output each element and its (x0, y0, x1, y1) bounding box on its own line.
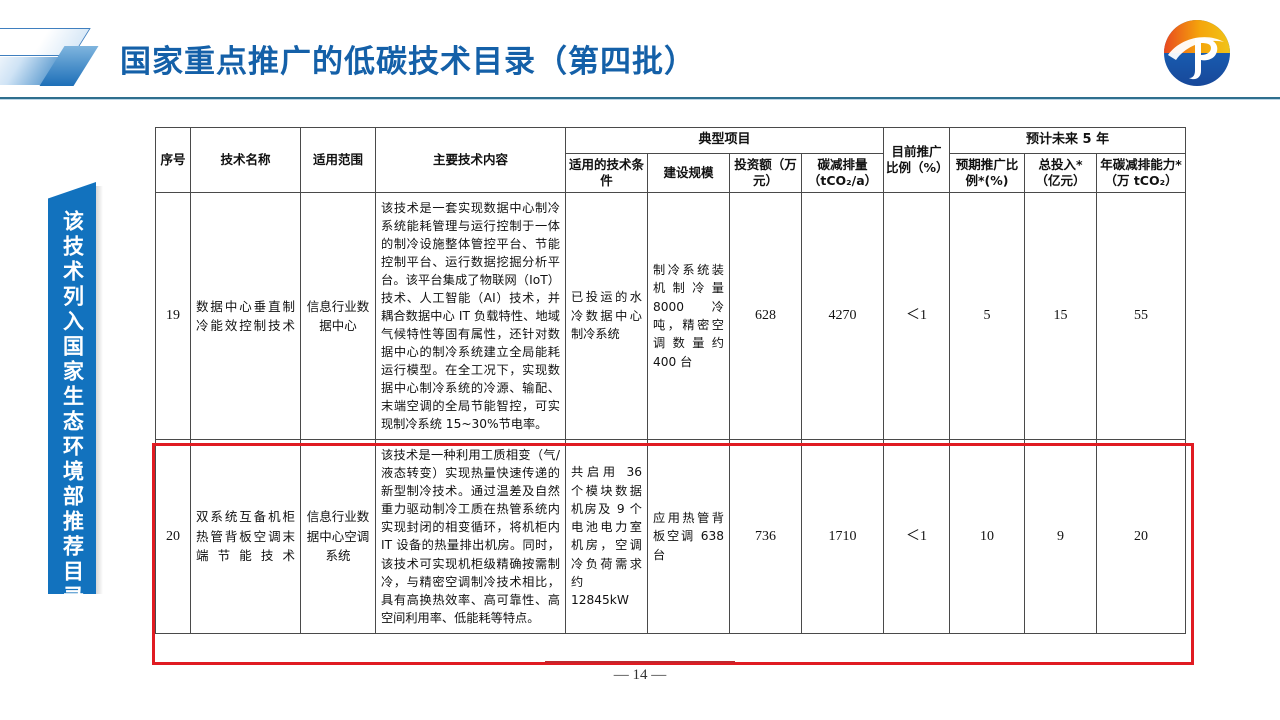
th-carbon-reduction: 碳减排量（tCO₂/a） (800, 152, 885, 193)
th-index: 序号 (155, 127, 191, 193)
page-number: — 14 — (613, 667, 667, 683)
cell-investment: 628 (729, 191, 802, 441)
cell-scope: 信息行业数据中心 (300, 191, 376, 441)
catalog-table: 序号 技术名称 适用范围 主要技术内容 典型项目 目前推广比例（%） 预计未来 … (155, 127, 1187, 634)
page-title: 国家重点推广的低碳技术目录（第四批） (120, 44, 696, 80)
table-header-row-1: 序号 技术名称 适用范围 主要技术内容 典型项目 目前推广比例（%） 预计未来 … (155, 127, 1187, 193)
header-divider-secondary (0, 99, 1280, 100)
cell-total-input: 9 (1024, 439, 1098, 634)
cell-current-ratio: ＜1 (883, 439, 951, 634)
cell-carbon-reduction: 4270 (800, 191, 885, 441)
side-banner-label: 该技术列入国家生态环境部推荐目录 (60, 210, 85, 610)
cell-applicable-condition: 共启用 36 个模块数据机房及 9 个电池电力室机房，空调冷负荷需求约 1284… (565, 439, 648, 634)
th-scope: 适用范围 (300, 127, 376, 193)
cell-current-ratio: ＜1 (883, 191, 951, 441)
th-build-scale: 建设规模 (647, 152, 730, 193)
th-applicable-condition: 适用的技术条件 (565, 152, 648, 193)
company-logo (1160, 16, 1234, 90)
th-group-typical-project: 典型项目 (564, 127, 885, 154)
cell-tech-name: 双系统互备机柜热管背板空调末端节能技术 (190, 439, 301, 634)
th-main-content: 主要技术内容 (375, 127, 566, 193)
th-annual-reduction: 年碳减排能力*（万 tCO₂） (1096, 152, 1187, 193)
table-row: 19 数据中心垂直制冷能效控制技术 信息行业数据中心 该技术是一套实现数据中心制… (155, 191, 1187, 441)
cell-build-scale: 应用热管背板空调 638 台 (647, 439, 730, 634)
cell-build-scale: 制冷系统装机制冷量 8000 冷吨，精密空调数量约 400 台 (647, 191, 730, 441)
cell-main-content: 该技术是一套实现数据中心制冷系统能耗管理与运行控制于一体的制冷设施整体管控平台、… (375, 191, 566, 441)
cell-expected-ratio: 10 (949, 439, 1026, 634)
header-divider (0, 97, 1280, 99)
cell-investment: 736 (729, 439, 802, 634)
company-circular-logo-icon (1164, 20, 1230, 86)
th-expected-ratio: 预期推广比例*(%) (949, 152, 1026, 193)
cell-main-content: 该技术是一种利用工质相变（气/液态转变）实现热量快速传递的新型制冷技术。通过温差… (375, 439, 566, 634)
cell-expected-ratio: 5 (949, 191, 1026, 441)
cell-index: 19 (155, 191, 191, 441)
th-total-input: 总投入*（亿元） (1024, 152, 1098, 193)
cell-scope: 信息行业数据中心空调系统 (300, 439, 376, 634)
technology-catalog-table: 序号 技术名称 适用范围 主要技术内容 典型项目 目前推广比例（%） 预计未来 … (155, 127, 1187, 634)
footer-divider (545, 661, 735, 663)
side-banner: 该技术列入国家生态环境部推荐目录 (48, 182, 96, 594)
table-header-row-2: 适用的技术条件 建设规模 投资额（万元） 碳减排量（tCO₂/a） 预期推广比例… (156, 152, 1187, 193)
slide-header: 国家重点推广的低碳技术目录（第四批） (0, 0, 1280, 100)
cell-applicable-condition: 已投运的水冷数据中心制冷系统 (565, 191, 648, 441)
table-body: 19 数据中心垂直制冷能效控制技术 信息行业数据中心 该技术是一套实现数据中心制… (155, 191, 1187, 634)
th-current-ratio: 目前推广比例（%） (883, 127, 951, 193)
th-tech-name: 技术名称 (190, 127, 301, 193)
cell-carbon-reduction: 1710 (800, 439, 885, 634)
table-row: 20 双系统互备机柜热管背板空调末端节能技术 信息行业数据中心空调系统 该技术是… (155, 439, 1187, 634)
cell-index: 20 (155, 439, 191, 634)
side-banner-shadow (96, 186, 103, 594)
cell-annual-reduction: 20 (1096, 439, 1187, 634)
table-header: 序号 技术名称 适用范围 主要技术内容 典型项目 目前推广比例（%） 预计未来 … (155, 127, 1187, 193)
cell-annual-reduction: 55 (1096, 191, 1187, 441)
cell-total-input: 15 (1024, 191, 1098, 441)
cell-tech-name: 数据中心垂直制冷能效控制技术 (190, 191, 301, 441)
th-investment: 投资额（万元） (729, 152, 802, 193)
th-group-future-five-years: 预计未来 5 年 (949, 127, 1187, 154)
